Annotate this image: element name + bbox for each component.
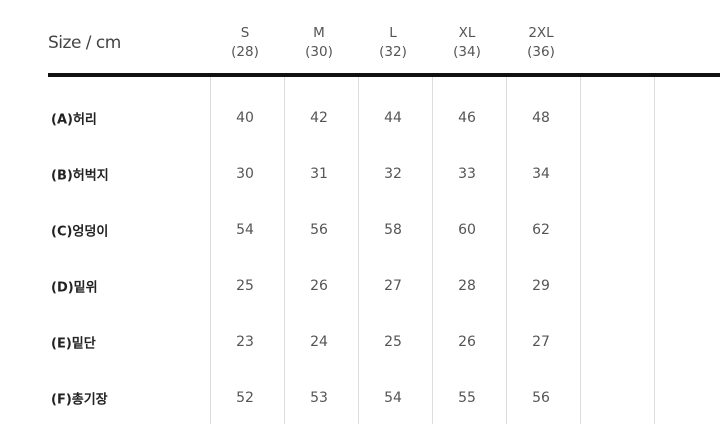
table-cell: 54 bbox=[384, 390, 402, 406]
size-label: XL bbox=[458, 25, 476, 41]
table-cell: 53 bbox=[310, 390, 328, 406]
size-label: L bbox=[389, 25, 397, 41]
table-cell: 46 bbox=[458, 110, 476, 126]
size-header-m: M (30) bbox=[284, 24, 354, 62]
table-cell: 28 bbox=[458, 278, 476, 294]
table-cell: 60 bbox=[458, 222, 476, 238]
table-cell: 55 bbox=[458, 390, 476, 406]
table-cell: 58 bbox=[384, 222, 402, 238]
size-header-s: S (28) bbox=[210, 24, 280, 62]
row-label: (D)밑위 bbox=[51, 280, 98, 296]
size-number: (34) bbox=[453, 44, 481, 60]
table-cell: 62 bbox=[532, 222, 550, 238]
column-divider bbox=[506, 77, 507, 424]
column-divider bbox=[284, 77, 285, 424]
table-cell: 27 bbox=[532, 334, 550, 350]
table-cell: 34 bbox=[532, 166, 550, 182]
header-divider bbox=[48, 73, 720, 77]
size-number: (28) bbox=[231, 44, 259, 60]
table-cell: 32 bbox=[384, 166, 402, 182]
table-cell: 31 bbox=[310, 166, 328, 182]
column-divider bbox=[358, 77, 359, 424]
row-label: (E)밑단 bbox=[51, 336, 96, 352]
table-cell: 40 bbox=[236, 110, 254, 126]
row-label: (F)총기장 bbox=[51, 392, 108, 408]
table-cell: 23 bbox=[236, 334, 254, 350]
table-cell: 24 bbox=[310, 334, 328, 350]
size-label: 2XL bbox=[528, 25, 554, 41]
table-cell: 30 bbox=[236, 166, 254, 182]
column-divider bbox=[432, 77, 433, 424]
row-label: (A)허리 bbox=[51, 112, 97, 128]
table-cell: 52 bbox=[236, 390, 254, 406]
column-divider bbox=[654, 77, 655, 424]
table-cell: 56 bbox=[532, 390, 550, 406]
table-cell: 33 bbox=[458, 166, 476, 182]
table-cell: 26 bbox=[458, 334, 476, 350]
size-number: (30) bbox=[305, 44, 333, 60]
size-header-xl: XL (34) bbox=[432, 24, 502, 62]
table-cell: 44 bbox=[384, 110, 402, 126]
column-divider bbox=[580, 77, 581, 424]
table-title: Size / cm bbox=[48, 33, 121, 53]
row-label: (B)허벅지 bbox=[51, 168, 109, 184]
column-divider bbox=[210, 77, 211, 424]
size-number: (36) bbox=[527, 44, 555, 60]
row-label: (C)엉덩이 bbox=[51, 224, 109, 240]
size-number: (32) bbox=[379, 44, 407, 60]
table-cell: 54 bbox=[236, 222, 254, 238]
table-cell: 42 bbox=[310, 110, 328, 126]
table-cell: 25 bbox=[236, 278, 254, 294]
size-header-l: L (32) bbox=[358, 24, 428, 62]
size-label: S bbox=[240, 25, 250, 41]
table-cell: 29 bbox=[532, 278, 550, 294]
table-cell: 26 bbox=[310, 278, 328, 294]
table-cell: 56 bbox=[310, 222, 328, 238]
table-cell: 25 bbox=[384, 334, 402, 350]
size-label: M bbox=[313, 25, 325, 41]
table-cell: 27 bbox=[384, 278, 402, 294]
table-cell: 48 bbox=[532, 110, 550, 126]
size-header-2xl: 2XL (36) bbox=[506, 24, 576, 62]
